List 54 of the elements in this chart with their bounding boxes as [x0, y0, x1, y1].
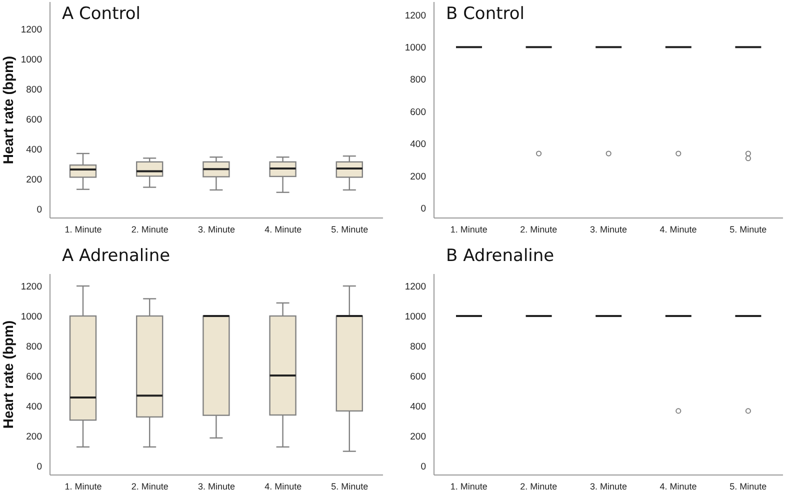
chart-title: B Control: [446, 4, 525, 24]
y-tick-label: 1200: [20, 24, 42, 36]
x-tick-label: 4. Minute: [660, 481, 697, 492]
y-tick-label: 800: [26, 341, 42, 352]
x-tick-label: 3. Minute: [590, 481, 628, 492]
y-tick-label: 600: [26, 371, 42, 382]
y-tick-label: 800: [410, 74, 426, 86]
y-tick-label: 400: [410, 401, 426, 412]
x-tick-label: 2. Minute: [131, 481, 168, 492]
chart-title: A Control: [62, 4, 140, 24]
y-axis-title: Heart rate (bpm): [0, 320, 16, 429]
x-tick-label: 1. Minute: [450, 481, 488, 492]
y-tick-label: 1000: [20, 54, 42, 66]
y-tick-label: 800: [410, 341, 426, 352]
y-tick-label: 400: [410, 139, 426, 150]
x-tick-label: 3. Minute: [198, 481, 236, 492]
x-tick-label: 5. Minute: [331, 224, 368, 234]
y-tick-label: 600: [410, 106, 426, 118]
chart-title: A Adrenaline: [62, 246, 170, 266]
y-tick-label: 0: [36, 204, 42, 216]
y-tick-label: 600: [410, 371, 426, 382]
chart-title: B Adrenaline: [446, 246, 554, 266]
y-tick-label: 1200: [404, 10, 426, 22]
y-tick-label: 200: [410, 171, 426, 182]
y-tick-label: 1000: [404, 42, 426, 54]
y-tick-label: 1200: [404, 281, 426, 292]
y-tick-label: 0: [420, 204, 426, 215]
y-tick-label: 0: [420, 461, 426, 472]
y-axis-title: Heart rate (bpm): [0, 56, 16, 164]
x-tick-label: 4. Minute: [660, 224, 697, 234]
y-tick-label: 1000: [20, 311, 42, 322]
x-tick-label: 2. Minute: [520, 481, 558, 492]
y-tick-label: 400: [26, 401, 42, 412]
y-tick-label: 1200: [20, 281, 42, 292]
x-tick-label: 2. Minute: [520, 224, 558, 234]
x-tick-label: 5. Minute: [730, 481, 767, 492]
x-tick-label: 5. Minute: [730, 224, 767, 234]
y-tick-label: 0: [36, 461, 42, 472]
y-tick-label: 200: [410, 431, 426, 442]
x-tick-label: 1. Minute: [64, 481, 102, 492]
y-tick-label: 1000: [404, 311, 426, 322]
x-tick-label: 3. Minute: [590, 224, 628, 234]
x-tick-label: 4. Minute: [264, 481, 302, 492]
x-tick-label: 5. Minute: [331, 481, 368, 492]
x-tick-label: 4. Minute: [264, 224, 302, 234]
x-tick-label: 1. Minute: [64, 224, 102, 234]
y-tick-label: 600: [26, 114, 42, 126]
y-tick-label: 800: [26, 84, 42, 96]
x-tick-label: 3. Minute: [198, 224, 236, 234]
y-tick-label: 200: [26, 174, 42, 186]
y-tick-label: 400: [26, 144, 42, 156]
x-tick-label: 2. Minute: [131, 224, 168, 234]
x-tick-label: 1. Minute: [450, 224, 488, 234]
y-tick-label: 200: [26, 431, 42, 442]
